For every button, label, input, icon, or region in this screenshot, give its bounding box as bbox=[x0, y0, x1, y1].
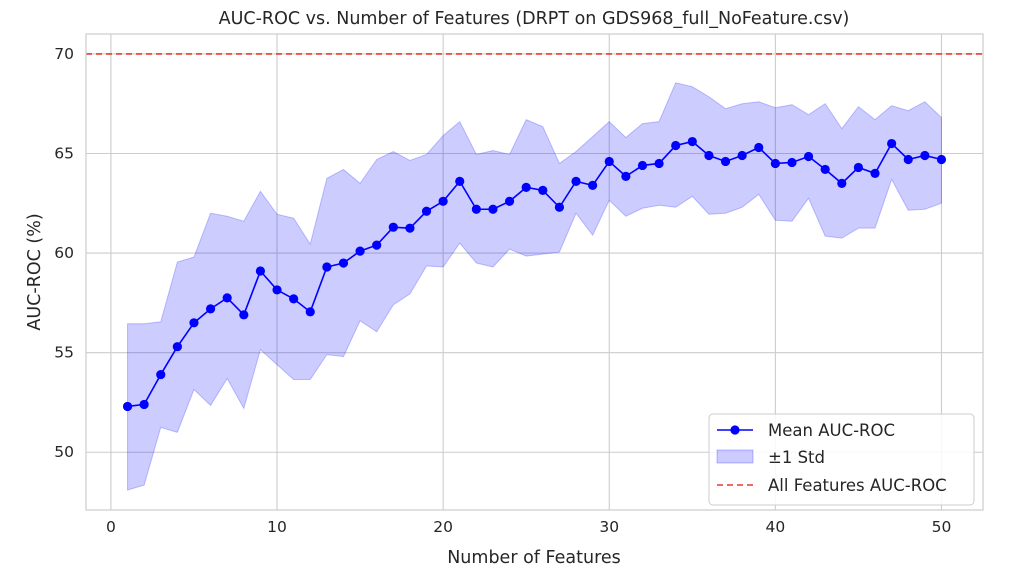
mean-point bbox=[388, 222, 398, 232]
mean-point bbox=[787, 157, 797, 168]
legend: Mean AUC-ROC ±1 Std All Features AUC-ROC bbox=[708, 413, 975, 506]
mean-point bbox=[205, 304, 216, 314]
mean-point bbox=[903, 154, 913, 165]
x-tick-label: 0 bbox=[106, 518, 116, 536]
mean-point bbox=[255, 266, 266, 276]
mean-point bbox=[571, 176, 581, 186]
legend-label-mean: Mean AUC-ROC bbox=[768, 421, 895, 440]
mean-point bbox=[504, 196, 515, 206]
x-tick-label: 30 bbox=[599, 518, 619, 536]
mean-point bbox=[754, 142, 764, 153]
mean-marker-layer bbox=[122, 136, 947, 412]
y-tick-label: 65 bbox=[54, 144, 74, 162]
mean-point bbox=[289, 294, 299, 304]
mean-point bbox=[156, 369, 166, 380]
mean-point bbox=[372, 240, 382, 250]
mean-point bbox=[637, 160, 648, 171]
mean-point bbox=[305, 307, 315, 317]
mean-point bbox=[920, 150, 930, 161]
x-tick-label: 20 bbox=[433, 518, 453, 536]
grid-layer bbox=[86, 34, 983, 510]
mean-point bbox=[222, 293, 232, 303]
y-tick-label: 70 bbox=[54, 45, 74, 63]
mean-point bbox=[621, 171, 631, 181]
y-tick-label: 60 bbox=[54, 244, 74, 262]
legend-std-swatch bbox=[716, 449, 754, 464]
y-tick-label: 55 bbox=[54, 344, 74, 362]
legend-label-std: ±1 Std bbox=[768, 448, 825, 467]
std-band bbox=[127, 82, 942, 491]
mean-point bbox=[521, 182, 531, 192]
x-axis-label: Number of Features bbox=[447, 548, 621, 568]
mean-point bbox=[604, 156, 614, 167]
y-tick-label: 50 bbox=[54, 443, 74, 461]
mean-point bbox=[239, 310, 249, 320]
mean-point bbox=[803, 151, 814, 162]
mean-point bbox=[737, 150, 747, 161]
y-axis-label: AUC-ROC (%) bbox=[25, 213, 45, 330]
plot-frame bbox=[85, 33, 984, 511]
y-tick-labels: 50 55 60 65 70 bbox=[54, 45, 74, 461]
mean-point bbox=[471, 204, 481, 214]
x-tick-label: 50 bbox=[932, 518, 952, 536]
mean-point bbox=[272, 285, 282, 295]
legend-box bbox=[708, 413, 975, 506]
legend-label-all-features: All Features AUC-ROC bbox=[768, 476, 947, 495]
mean-point bbox=[936, 154, 947, 165]
mean-point bbox=[770, 158, 780, 169]
mean-point bbox=[720, 156, 731, 167]
mean-point bbox=[588, 180, 598, 190]
mean-point bbox=[488, 204, 498, 214]
mean-point bbox=[870, 168, 880, 179]
mean-point bbox=[421, 206, 432, 216]
mean-point bbox=[139, 399, 149, 410]
mean-point bbox=[405, 223, 415, 233]
mean-point bbox=[671, 140, 681, 151]
mean-point bbox=[122, 401, 133, 412]
mean-point bbox=[853, 162, 864, 173]
mean-point bbox=[538, 185, 548, 195]
mean-point bbox=[654, 158, 664, 169]
x-tick-labels: 0 10 20 30 40 50 bbox=[106, 518, 951, 536]
mean-point bbox=[554, 202, 565, 212]
std-band-layer bbox=[127, 82, 942, 491]
mean-point bbox=[189, 318, 199, 328]
x-tick-label: 40 bbox=[765, 518, 785, 536]
mean-point bbox=[355, 246, 365, 256]
mean-point bbox=[704, 150, 714, 161]
mean-point bbox=[172, 342, 182, 352]
mean-point bbox=[687, 136, 697, 147]
mean-point bbox=[820, 164, 830, 175]
mean-point bbox=[338, 258, 349, 268]
legend-mean-marker-swatch bbox=[730, 425, 740, 435]
mean-point bbox=[837, 178, 847, 188]
mean-point bbox=[455, 176, 465, 186]
mean-point bbox=[438, 196, 448, 206]
mean-point bbox=[322, 262, 332, 272]
x-tick-label: 10 bbox=[267, 518, 287, 536]
mean-point bbox=[887, 138, 897, 149]
chart-title: AUC-ROC vs. Number of Features (DRPT on … bbox=[219, 9, 850, 29]
